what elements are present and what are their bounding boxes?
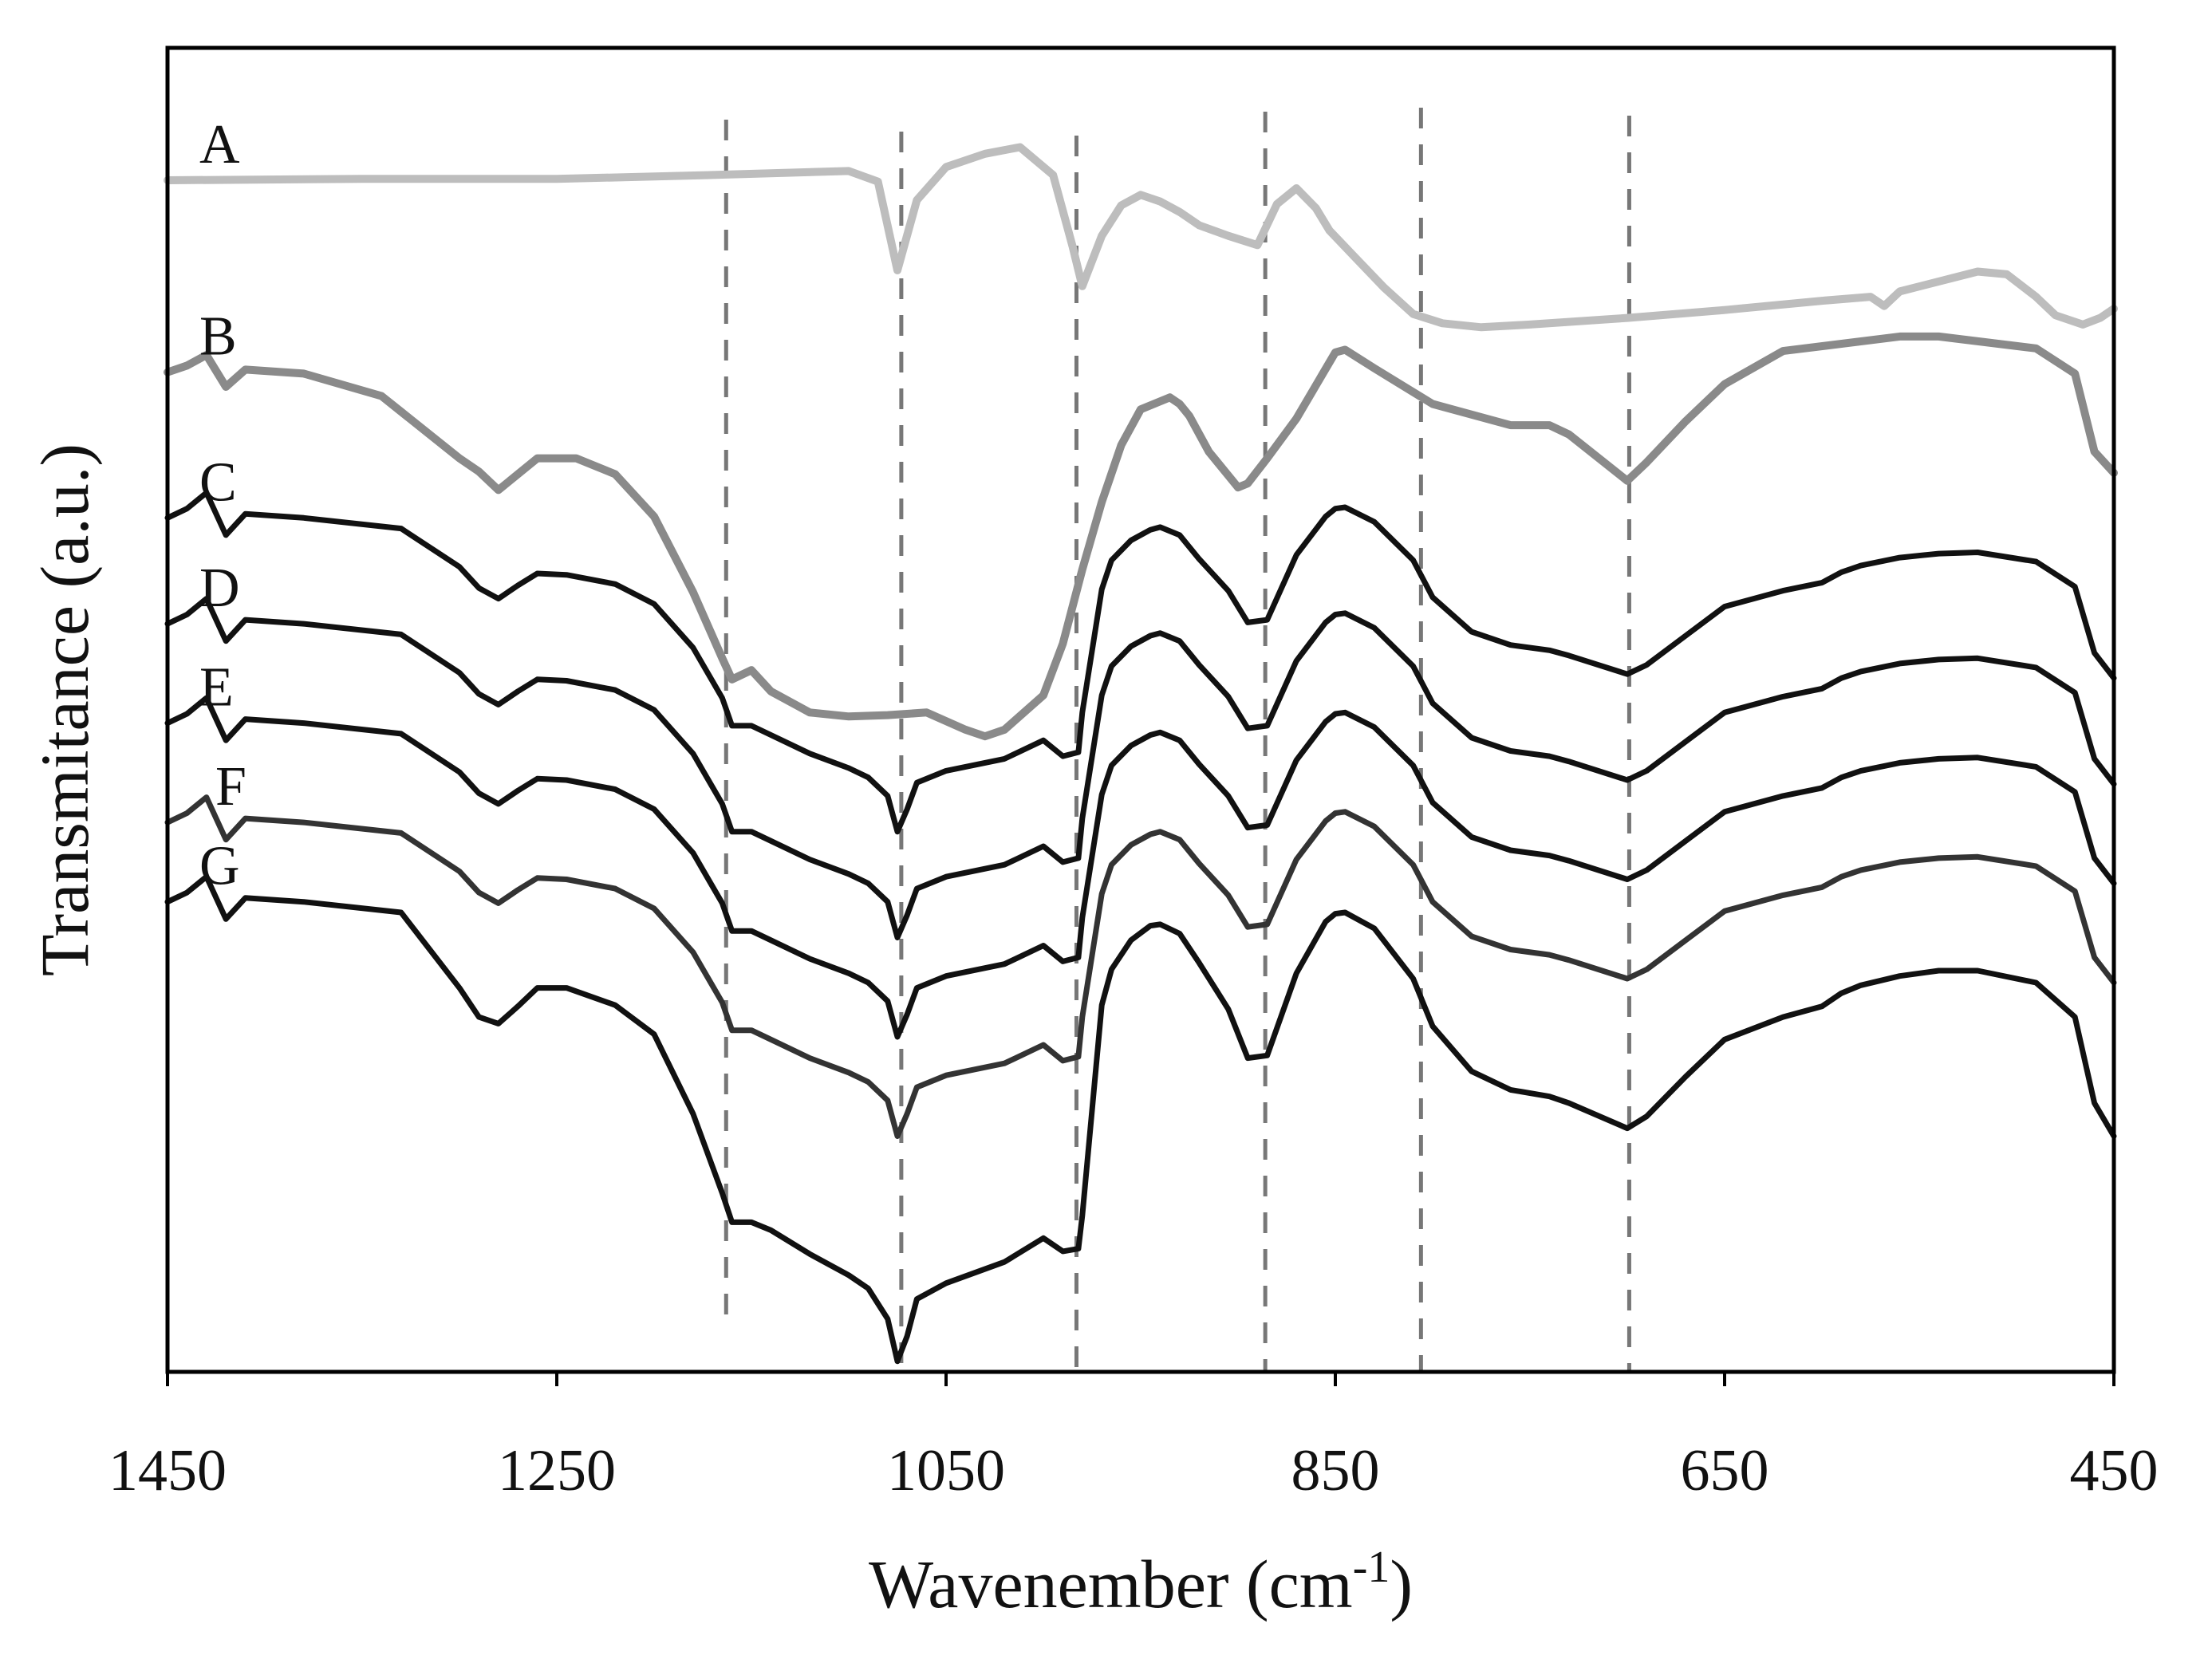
x-axis-title-main: Wavenember (cm [869,1546,1353,1622]
series-line-d [164,596,2117,940]
series-label-f: F [215,756,246,818]
series-label-e: E [199,657,234,719]
series-line-g [164,873,2117,1365]
x-axis-title: Wavenember (cm-1) [869,1543,1413,1622]
x-ticks: 1450 1250 1050 850 650 450 [108,1372,2159,1503]
x-tick-label-650: 650 [1681,1438,1769,1503]
series-line-e [164,695,2117,1040]
series-line-a [164,143,2118,332]
series-line-f [164,794,2117,1139]
x-axis-title-sup: -1 [1353,1543,1390,1592]
series-label-d: D [199,558,240,619]
series-lines [164,143,2118,1365]
reference-lines [724,108,1631,1372]
x-tick-label-1250: 1250 [498,1438,616,1503]
series-line-c [164,490,2117,835]
series-label-b: B [199,306,237,368]
series-label-c: C [199,451,237,513]
x-axis-title-end: ) [1390,1546,1413,1622]
series-label-g: G [199,836,240,897]
series-label-a: A [199,114,240,175]
x-tick-label-1050: 1050 [887,1438,1005,1503]
x-tick-label-450: 450 [2070,1438,2159,1503]
x-tick-label-850: 850 [1291,1438,1380,1503]
series-line-b [164,332,2118,741]
x-tick-label-1450: 1450 [108,1438,227,1503]
plot-frame [165,45,2116,1374]
y-axis-title: Transmitance (a.u.) [26,443,103,976]
